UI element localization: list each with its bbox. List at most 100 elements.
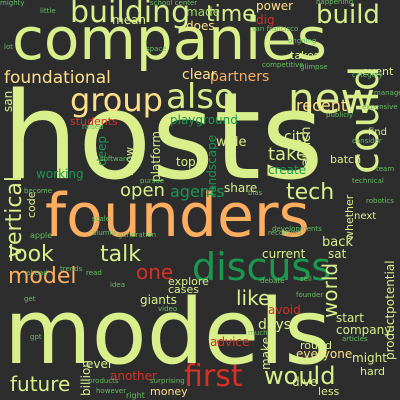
word-mean: mean [112, 13, 147, 27]
word-another: another [110, 369, 157, 383]
word-space: space [146, 45, 167, 53]
word-days: days [258, 317, 292, 333]
word-takes: takes [290, 49, 320, 62]
word-start: start [336, 311, 364, 325]
word-sanfrancisco: san francisco [252, 25, 299, 33]
word-one: one [136, 260, 174, 284]
word-model: model [8, 264, 77, 289]
word-companies: companies [12, 5, 328, 73]
word-ahead: ahead [26, 269, 48, 277]
word-round: round [300, 339, 332, 352]
word-hard: hard [360, 365, 386, 378]
word-glimpse: glimpse [300, 63, 328, 71]
word-team: team [376, 165, 395, 173]
word-everyone: everyone [296, 347, 353, 361]
word-however: however [96, 387, 127, 395]
word-look: look [8, 242, 54, 267]
word-group: group [70, 81, 163, 119]
word-publicly: publicly [326, 111, 354, 119]
word-current: current [262, 247, 306, 261]
word-create: create [268, 163, 307, 177]
word-does: does [186, 19, 215, 33]
word-like: like [236, 286, 271, 310]
word-right: right [126, 391, 145, 400]
word-recording: recording [268, 229, 302, 237]
word-generation: generation [118, 231, 157, 239]
word-surprising: surprising [150, 377, 185, 385]
word-clear: clear [182, 67, 217, 83]
word-building: building [70, 0, 191, 30]
word-code: code [25, 191, 38, 218]
word-ongoing: ongoing [288, 37, 317, 45]
word-founders: founders [45, 181, 310, 251]
word-idea: idea [110, 281, 125, 289]
word-hosts: hosts [2, 68, 324, 207]
word-avoid: avoid [268, 303, 301, 317]
word-technical: technical [352, 177, 384, 185]
word-lot: lot [4, 43, 13, 51]
word-made: made [186, 5, 221, 19]
word-sell: sell [300, 275, 312, 283]
word-first: first [184, 359, 243, 394]
word-agents: agents [170, 182, 225, 201]
word-also: also [166, 77, 235, 117]
word-explore: explore [168, 275, 209, 288]
word-become: become [24, 187, 53, 195]
word-bias: bias [248, 189, 263, 197]
word-raised: raised [82, 123, 104, 131]
word-world: world [318, 262, 342, 318]
word-platform: platform [149, 131, 163, 182]
word-top: top [176, 155, 196, 169]
word-might: might [352, 351, 387, 365]
word-productpotential: productpotential [383, 260, 397, 360]
word-sat: sat [328, 247, 347, 261]
word-make: make [259, 337, 273, 370]
word-batch: batch [330, 153, 362, 166]
word-new: new [288, 74, 375, 123]
word-find: find [368, 127, 387, 138]
word-city: city [284, 129, 310, 145]
word-cases: cases [168, 283, 200, 296]
word-share: share [224, 181, 258, 195]
word-open: open [120, 180, 165, 201]
word-video: video [158, 305, 178, 313]
word-students: students [70, 115, 118, 128]
word-wide: wide [216, 135, 247, 150]
word-consider: consider [352, 137, 382, 145]
word-partners: partners [210, 69, 270, 85]
word-dive: dive [292, 375, 318, 389]
word-much: much [248, 329, 268, 337]
word-dig: dig [256, 13, 275, 27]
word-competitive: competitive [262, 61, 304, 69]
word-take: take [268, 144, 307, 165]
word-san: san [1, 90, 15, 112]
word-articles: articles [342, 335, 368, 343]
word-manage: manage [374, 89, 400, 97]
word-tech: tech [286, 180, 335, 205]
word-scale: scale [92, 215, 111, 223]
word-models: models [4, 280, 332, 385]
word-products: products [88, 377, 119, 385]
word-next: next [354, 211, 377, 222]
word-gpt: gpt [30, 333, 42, 341]
word-would: would [264, 362, 336, 390]
word-category: category [352, 71, 383, 79]
word-software: software [100, 155, 131, 163]
word-little: little [40, 7, 56, 15]
word-debate: debate [260, 277, 285, 285]
word-pursue: pursue [140, 177, 165, 185]
word-event: event [362, 65, 394, 78]
word-giants: giants [140, 293, 177, 307]
word-foundational: foundational [4, 68, 111, 88]
word-time: time [206, 2, 256, 27]
word-school-center: school center [150, 0, 198, 7]
word-founder: founder [296, 291, 324, 299]
word-apple: apple [30, 231, 53, 240]
word-happening: happening [316, 0, 354, 6]
word-working: working [36, 167, 84, 181]
word-talk: talk [100, 242, 141, 267]
word-developments: developments [272, 225, 322, 233]
word-less: less [318, 385, 340, 398]
word-mighty: mighty [0, 0, 25, 7]
